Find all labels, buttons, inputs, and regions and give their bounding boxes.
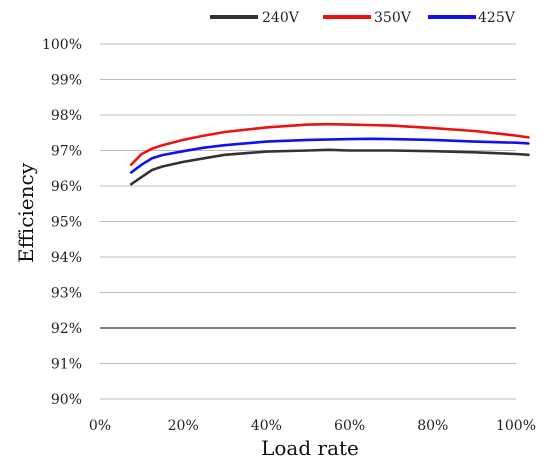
series-line-425V	[129, 137, 530, 174]
y-tick-label: 91%	[51, 357, 82, 373]
x-tick-label: 80%	[417, 418, 448, 434]
y-tick-label: 93%	[51, 286, 82, 302]
y-tick-label: 92%	[51, 321, 82, 337]
y-axis-title: Efficiency	[14, 162, 38, 263]
x-tick-label: 60%	[334, 418, 365, 434]
legend: 240V 350V 425V	[210, 10, 516, 26]
y-tick-label: 97%	[51, 144, 82, 160]
legend-label-350V: 350V	[374, 10, 412, 26]
x-tick-label: 100%	[496, 418, 536, 434]
x-tick-label: 40%	[251, 418, 282, 434]
y-tick-label: 96%	[51, 179, 82, 195]
series-line-240V	[129, 148, 530, 186]
y-tick-labels: 90% 91% 92% 93% 94% 95% 96% 97% 98% 99% 100%	[42, 37, 82, 408]
series-lines	[129, 122, 530, 186]
y-tick-label: 99%	[51, 73, 82, 89]
series-line-350V	[129, 122, 530, 166]
x-tick-label: 20%	[168, 418, 199, 434]
x-tick-labels: 0% 20% 40% 60% 80% 100%	[89, 418, 536, 434]
y-tick-label: 100%	[42, 37, 82, 53]
legend-label-425V: 425V	[478, 10, 516, 26]
y-tick-label: 94%	[51, 250, 82, 266]
x-tick-label: 0%	[89, 418, 111, 434]
y-tick-label: 95%	[51, 215, 82, 231]
x-axis-title: Load rate	[261, 436, 359, 460]
y-tick-label: 90%	[51, 392, 82, 408]
legend-label-240V: 240V	[262, 10, 300, 26]
grid-lines	[100, 43, 516, 400]
y-tick-label: 98%	[51, 108, 82, 124]
